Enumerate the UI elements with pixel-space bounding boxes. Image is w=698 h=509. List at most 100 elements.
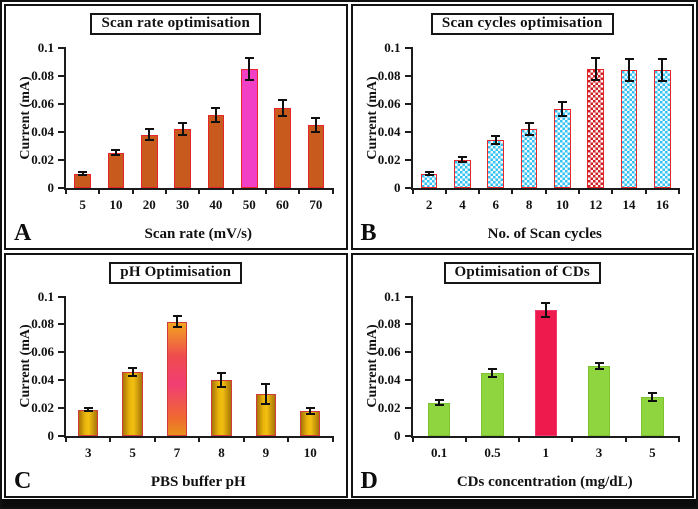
error-bar-cap-top [624,58,634,61]
panel-a-plot-area: Current (mA) 0 0.02 0.04 0.06 0.08 0.1 5 10 20 30… [18,40,334,212]
error-bar-cap-top [261,383,271,386]
x-tick-label: 40 [209,196,223,212]
x-tick-label: 12 [589,196,603,212]
y-tick-label: 0.06 [31,344,54,360]
bar-3 [77,409,99,436]
error-bar-cap-top [557,101,567,104]
panel-d-cds: Optimisation of CDs Current (mA) 0 0.02 0.… [350,252,694,498]
error-bar-cap-bottom [216,386,226,389]
figure-bottom-strip [2,499,696,507]
error-bar-cap-top [78,171,88,174]
y-axis-tick [404,435,413,437]
bar-50-highlighted [240,68,258,188]
error-bar-cap-bottom [144,139,154,142]
bar-3 [587,366,611,436]
y-axis-tick [58,351,66,354]
x-axis-tick [198,187,201,194]
y-tick-label: 0.04 [31,372,54,388]
panel-a-title-row: Scan rate optimisation [6,6,346,35]
y-axis-tick [58,379,66,382]
error-bar [176,316,179,328]
error-bar [491,369,494,378]
x-tick-label: 3 [595,445,603,460]
panel-b-title-row: Scan cycles optimisation [353,6,693,35]
y-axis-tick [58,435,66,437]
bar-70 [307,124,325,188]
error-bar-cap-bottom [261,402,271,405]
error-bar-cap-bottom [172,326,182,329]
y-tick-label: 0 [394,179,401,195]
error-bar-cap-bottom [305,412,315,415]
error-bar [214,108,217,122]
error-bar-cap-bottom [111,154,121,157]
error-bar [438,399,441,406]
y-tick-label: 0.04 [31,123,54,139]
y-axis-tick [404,130,413,133]
error-bar [220,373,223,388]
bar-40 [207,114,225,188]
error-bar [544,303,547,318]
error-bar [628,59,631,82]
y-axis-tick [404,74,413,77]
y-tick-label: 0.1 [384,288,401,304]
x-axis-tick [411,436,414,442]
y-axis-tick [58,158,66,161]
bar-0.1 [427,402,451,436]
panel-grid: Scan rate optimisation Current (mA) 0 0.0… [4,4,694,498]
error-bar [494,135,497,145]
bar-12-highlighted [587,68,605,188]
panel-c-ph: pH Optimisation Current (mA) 0 0.02 0.04 0.… [4,252,348,498]
y-tick-label: 0.02 [377,151,401,167]
error-bar-cap-bottom [624,80,634,83]
error-bar [264,384,267,404]
panel-c-y-axis-label: Current (mA) [18,324,33,408]
x-tick-label: 3 [84,445,92,460]
panel-d-title-row: Optimisation of CDs [353,255,693,284]
panel-c-letter: C [14,468,32,494]
panel-d-x-axis-label: CDs concentration (mg/dL) [456,474,633,490]
error-bar-cap-bottom [557,115,567,118]
error-bar [598,363,601,370]
bar-16 [654,70,671,188]
x-axis-tick [611,187,614,194]
y-axis-tick [58,186,66,189]
x-axis-tick [331,187,334,194]
x-tick-label: 1 [542,445,549,460]
error-bar-cap-top [216,372,226,375]
x-tick-label: 9 [262,445,270,460]
panel-a-letter: A [14,219,32,246]
error-bar [148,128,151,141]
panel-a-x-axis-label: Scan rate (mV/s) [144,225,252,242]
y-axis-tick [404,158,413,161]
panel-a-scan-rate: Scan rate optimisation Current (mA) 0 0.0… [4,4,348,250]
bar-0.5 [481,373,504,436]
x-tick-label: 60 [276,196,290,212]
error-bar [461,156,464,163]
error-bar-cap-top [657,58,667,61]
error-bar [594,57,597,81]
panel-a-title: Scan rate optimisation [90,13,262,35]
bar-5 [122,371,143,436]
y-axis-tick [404,379,413,382]
error-bar-cap-top [211,107,221,109]
x-axis-tick [578,187,581,194]
x-axis-tick [298,187,301,194]
error-bar-cap-top [594,362,604,365]
y-tick-label: 0.04 [377,372,401,388]
x-tick-label: 14 [622,196,636,212]
error-bar-cap-top [434,398,444,401]
error-bar [528,123,531,135]
y-axis-tick [404,186,413,189]
x-tick-label: 6 [492,196,500,212]
x-tick-label: 0.1 [431,445,448,460]
x-tick-label: 8 [218,445,225,460]
error-bar-cap-bottom [78,173,88,176]
error-bar [428,172,431,175]
y-axis-tick [404,351,413,354]
x-tick-label: 5 [79,196,86,212]
error-bar-cap-bottom [541,316,551,319]
panel-d-title: Optimisation of CDs [443,261,601,284]
panel-c-title-row: pH Optimisation [6,255,346,284]
x-axis-tick [644,187,647,194]
y-axis-tick [58,130,66,133]
